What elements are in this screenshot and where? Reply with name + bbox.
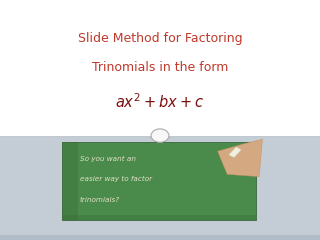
Circle shape: [151, 129, 169, 142]
Text: $ax^2 + bx + c$: $ax^2 + bx + c$: [116, 93, 204, 111]
Bar: [0, 0, 320, 136]
Text: Trinomials in the form: Trinomials in the form: [92, 61, 228, 74]
Bar: [0, 136, 320, 235]
Bar: [229, 147, 241, 157]
Bar: [0, 235, 320, 240]
Bar: [62, 142, 256, 220]
Text: So you want an: So you want an: [80, 156, 136, 162]
Bar: [62, 215, 256, 220]
Text: Slide Method for Factoring: Slide Method for Factoring: [78, 32, 242, 45]
Bar: [62, 142, 78, 220]
Text: trinomials?: trinomials?: [80, 197, 120, 203]
Text: easier way to factor: easier way to factor: [80, 176, 152, 182]
Polygon shape: [218, 139, 262, 177]
